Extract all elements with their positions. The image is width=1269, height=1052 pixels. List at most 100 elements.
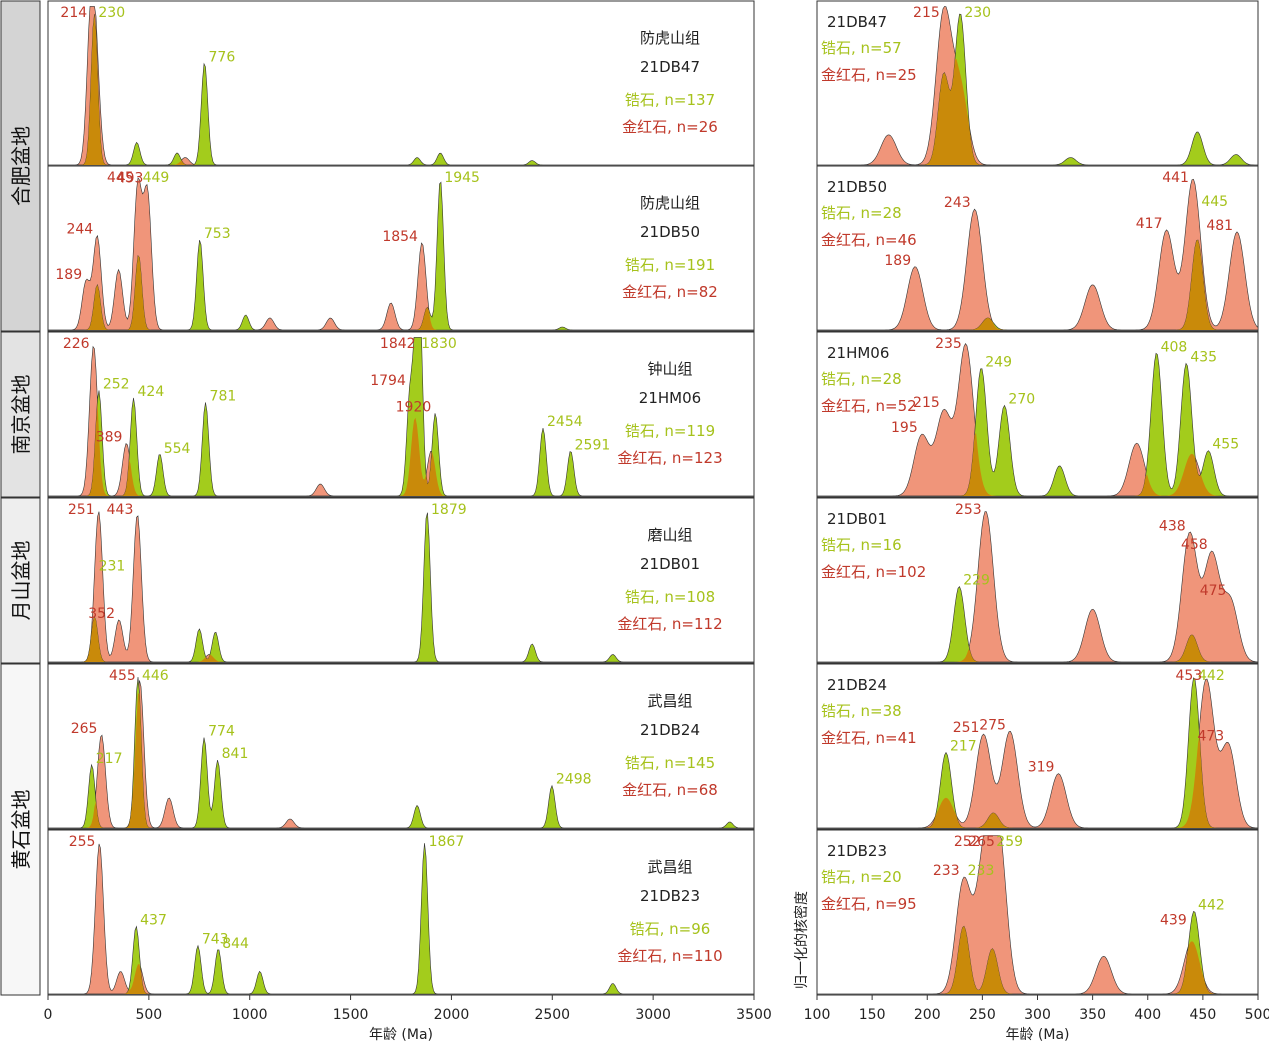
row-frame xyxy=(47,165,755,332)
sample-label: 21DB23 xyxy=(640,887,700,905)
kde-row-21DB01: 1879 231 251 443 352 磨山组 21DB01 锆石, n=108 金红石, n… xyxy=(47,497,755,664)
zircon-peak-label: 233 xyxy=(968,863,995,879)
x-tick-label: 250 xyxy=(969,1007,996,1023)
kde-row-21DB47: 230 776 214 防虎山组 21DB47 锆石, n=137 金红石, n=26 xyxy=(47,0,755,167)
sample-label: 21DB24 xyxy=(640,721,700,739)
formation-label: 武昌组 xyxy=(647,858,692,876)
x-tick-label: 450 xyxy=(1190,1007,1217,1023)
zircon-peak-label: 252 xyxy=(103,376,130,392)
basin-cell xyxy=(0,331,41,498)
rutile-peak-label: 189 xyxy=(55,267,82,283)
kde-row-21DB24: 442 217 453 251 275 473 319 21DB24 锆石, n=38 金红石, … xyxy=(816,663,1259,830)
x-tick-label: 2500 xyxy=(534,1007,570,1023)
rutile-count: 金红石, n=68 xyxy=(622,781,718,799)
sample-label: 21DB01 xyxy=(640,555,700,573)
rutile-peak-label: 1794 xyxy=(370,373,406,389)
x-tick-label: 0 xyxy=(44,1007,53,1023)
rutile-peak-label: 1842 xyxy=(380,336,416,352)
rutile-count: 金红石, n=123 xyxy=(617,449,722,467)
rutile-count: 金红石, n=110 xyxy=(617,947,722,965)
zircon-peak-label: 774 xyxy=(208,723,235,739)
zircon-peak-label: 229 xyxy=(963,573,990,589)
rutile-peak-label: 473 xyxy=(1197,728,1224,744)
rutile-peak-label: 244 xyxy=(66,222,93,238)
zircon-peak-label: 1830 xyxy=(421,336,457,352)
formation-label: 防虎山组 xyxy=(640,194,700,212)
basin-label: 月山盆地 xyxy=(9,541,33,621)
zircon-peak-label: 231 xyxy=(99,559,126,575)
rutile-peak-label: 1854 xyxy=(382,229,418,245)
zircon-peak-label: 841 xyxy=(222,746,249,762)
sample-label: 21DB01 xyxy=(827,510,887,528)
rutile-peak-label: 265 xyxy=(71,721,98,737)
row-frame xyxy=(47,829,755,996)
x-tick-label: 400 xyxy=(1134,1007,1161,1023)
zircon-peak-label: 446 xyxy=(142,668,169,684)
rutile-peak-label: 389 xyxy=(96,430,123,446)
x-tick-label: 500 xyxy=(135,1007,162,1023)
zircon-peak-label: 437 xyxy=(140,912,167,928)
basin-cell xyxy=(0,497,41,664)
zircon-peak-label: 2498 xyxy=(556,772,592,788)
rutile-count: 金红石, n=52 xyxy=(821,397,917,415)
rutile-peak-label: 458 xyxy=(1181,537,1208,553)
kde-row-21DB50: 445 441 243 417 481 189 21DB50 锆石, n=28 金红石, n=4… xyxy=(816,165,1259,332)
rutile-peak-label: 233 xyxy=(933,863,960,879)
zircon-peak-label: 259 xyxy=(996,834,1023,850)
zircon-count: 锆石, n=28 xyxy=(821,370,902,388)
sample-label: 21DB47 xyxy=(827,13,887,31)
rutile-peak-label: 215 xyxy=(913,5,940,21)
rutile-peak-label: 251 xyxy=(68,502,95,518)
rutile-peak-label: 439 xyxy=(1160,913,1187,929)
zircon-count: 锆石, n=145 xyxy=(625,754,715,772)
zircon-peak-label: 844 xyxy=(222,936,249,952)
rutile-peak-label: 252 xyxy=(954,834,981,850)
zircon-peak-label: 1879 xyxy=(431,502,467,518)
rutile-peak-label: 441 xyxy=(1162,170,1189,186)
zircon-peak-label: 435 xyxy=(1190,349,1217,365)
rutile-peak-label: 255 xyxy=(69,834,96,850)
zircon-peak-label: 1867 xyxy=(429,834,465,850)
rutile-peak-label: 189 xyxy=(884,253,911,269)
formation-label: 磨山组 xyxy=(647,526,692,544)
formation-label: 钟山组 xyxy=(647,360,692,378)
rutile-peak-label: 438 xyxy=(1159,519,1186,535)
kde-row-21DB24: 446 774 841 217 2498 455 265 武昌组 21DB24 锆石, n=145… xyxy=(47,663,755,830)
zircon-peak-label: 753 xyxy=(204,226,231,242)
zircon-peak-label: 442 xyxy=(1198,668,1225,684)
zircon-peak-label: 445 xyxy=(1201,194,1228,210)
formation-label: 防虎山组 xyxy=(640,29,700,47)
x-tick-label: 3000 xyxy=(635,1007,671,1023)
rutile-peak-label: 417 xyxy=(1136,216,1163,232)
rutile-count: 金红石, n=112 xyxy=(617,615,722,633)
zircon-peak-label: 424 xyxy=(138,384,165,400)
x-tick-label: 150 xyxy=(859,1007,886,1023)
zircon-peak-label: 1945 xyxy=(444,170,480,186)
x-axis-title: 年龄 (Ma) xyxy=(369,1027,433,1043)
zircon-kde-area xyxy=(48,337,754,497)
rutile-peak-label: 195 xyxy=(891,420,918,436)
sample-label: 21DB50 xyxy=(640,223,700,241)
rutile-peak-label: 453 xyxy=(1175,668,1202,684)
kde-row-21DB01: 229 253 438 458 475 21DB01 锆石, n=16 金红石, n=102 xyxy=(816,497,1259,664)
rutile-peak-label: 275 xyxy=(979,717,1006,733)
sample-label: 21HM06 xyxy=(639,389,701,407)
zircon-peak-label: 230 xyxy=(964,5,991,21)
zircon-count: 锆石, n=119 xyxy=(625,422,715,440)
rutile-peak-label: 493 xyxy=(117,170,144,186)
x-tick-label: 2000 xyxy=(434,1007,470,1023)
rutile-count: 金红石, n=95 xyxy=(821,895,917,913)
rutile-count: 金红石, n=26 xyxy=(622,118,718,136)
rutile-peak-label: 455 xyxy=(109,668,136,684)
zircon-count: 锆石, n=96 xyxy=(630,920,711,938)
sample-label: 21DB47 xyxy=(640,58,700,76)
x-tick-label: 300 xyxy=(1024,1007,1051,1023)
x-tick-label: 100 xyxy=(804,1007,831,1023)
basin-label: 黄石盆地 xyxy=(9,790,33,870)
zircon-kde-area xyxy=(817,13,1258,166)
